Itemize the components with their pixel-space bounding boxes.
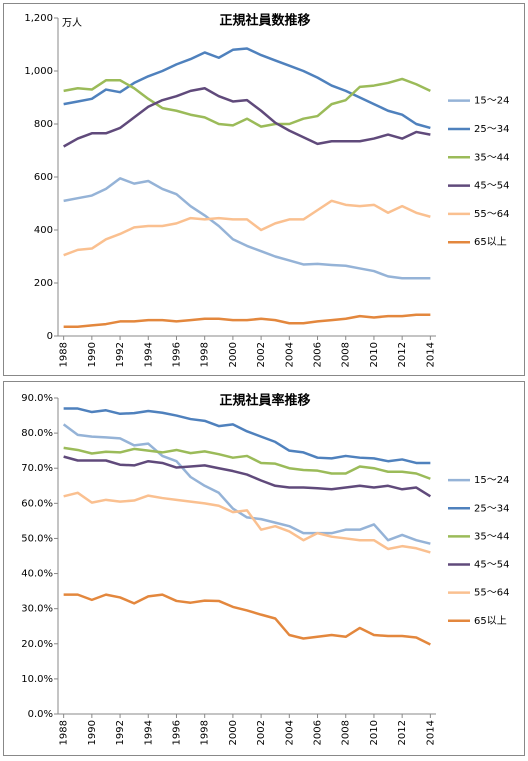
y-tick-label: 1,200 — [24, 13, 53, 24]
legend-label: 25～34 — [474, 124, 509, 135]
series-line — [63, 86, 431, 148]
series-line — [63, 491, 431, 554]
x-tick-label: 1990 — [87, 342, 98, 367]
legend-label: 35～44 — [474, 152, 509, 163]
x-tick-label: 2010 — [369, 342, 380, 367]
series-line — [63, 446, 431, 480]
chart-frame — [3, 3, 525, 376]
y-tick-label: 1,000 — [24, 66, 53, 77]
legend-label: 25～34 — [474, 503, 509, 514]
y-tick-label: 600 — [34, 172, 53, 183]
y-tick-label: 40.0% — [21, 569, 53, 580]
x-tick-label: 1996 — [171, 342, 182, 367]
y-tick-label: 0 — [47, 331, 53, 342]
x-tick-label: 1994 — [143, 342, 154, 367]
y-tick-label: 400 — [34, 225, 53, 236]
x-tick-label: 2012 — [397, 342, 408, 367]
x-tick-label: 2000 — [228, 342, 239, 367]
series-line — [63, 455, 432, 498]
y-tick-label: 80.0% — [21, 428, 53, 439]
x-tick-label: 2014 — [425, 720, 436, 745]
y-tick-label: 20.0% — [21, 639, 53, 650]
series-line — [63, 593, 431, 646]
y-tick-label: 200 — [34, 278, 53, 289]
legend-label: 45～54 — [474, 560, 509, 571]
x-tick-label: 1988 — [59, 720, 70, 745]
x-tick-label: 2008 — [341, 720, 352, 745]
series-line — [62, 423, 431, 545]
legend-label: 35～44 — [474, 531, 509, 542]
x-tick-label: 2006 — [313, 342, 324, 367]
y-tick-label: 10.0% — [21, 674, 53, 685]
chart-title: 正規社員率推移 — [219, 393, 310, 409]
legend-label: 55～64 — [474, 209, 509, 220]
y-tick-label: 30.0% — [21, 604, 53, 615]
y-tick-label: 70.0% — [21, 463, 53, 474]
x-tick-label: 1992 — [115, 342, 126, 367]
y-tick-label: 0.0% — [28, 709, 53, 720]
legend-label: 65以上 — [474, 236, 507, 248]
x-tick-label: 2004 — [284, 342, 295, 367]
series-line — [63, 199, 431, 257]
x-tick-label: 1998 — [200, 342, 211, 367]
series-line — [63, 407, 431, 465]
x-tick-label: 2010 — [369, 720, 380, 745]
y-tick-label: 50.0% — [21, 533, 53, 544]
legend-label: 65以上 — [474, 615, 507, 627]
series-line — [63, 47, 431, 130]
y-tick-label: 800 — [34, 119, 53, 130]
legend-label: 55～64 — [474, 588, 509, 599]
legend-label: 15～24 — [474, 475, 509, 486]
x-tick-label: 2002 — [256, 720, 267, 745]
y-tick-label: 60.0% — [21, 498, 53, 509]
x-tick-label: 1992 — [115, 720, 126, 745]
x-tick-label: 1990 — [87, 720, 98, 745]
x-tick-label: 1996 — [171, 720, 182, 745]
x-tick-label: 2012 — [397, 720, 408, 745]
y-tick-label: 90.0% — [21, 393, 53, 404]
x-tick-label: 1988 — [59, 342, 70, 367]
x-tick-label: 2002 — [256, 342, 267, 367]
series-line — [63, 77, 431, 128]
x-tick-label: 2014 — [425, 342, 436, 367]
x-tick-label: 2000 — [228, 720, 239, 745]
series-line — [63, 177, 431, 280]
x-tick-label: 1998 — [200, 720, 211, 745]
legend-label: 45～54 — [474, 181, 509, 192]
x-tick-label: 2008 — [341, 342, 352, 367]
chart-frame — [3, 381, 525, 756]
x-tick-label: 2004 — [284, 720, 295, 745]
series-line — [63, 313, 431, 328]
x-tick-label: 2006 — [313, 720, 324, 745]
x-tick-label: 1994 — [143, 720, 154, 745]
chart-title: 正規社員数推移 — [219, 13, 310, 29]
unit-label: 万人 — [62, 17, 82, 29]
legend-label: 15～24 — [474, 96, 509, 107]
